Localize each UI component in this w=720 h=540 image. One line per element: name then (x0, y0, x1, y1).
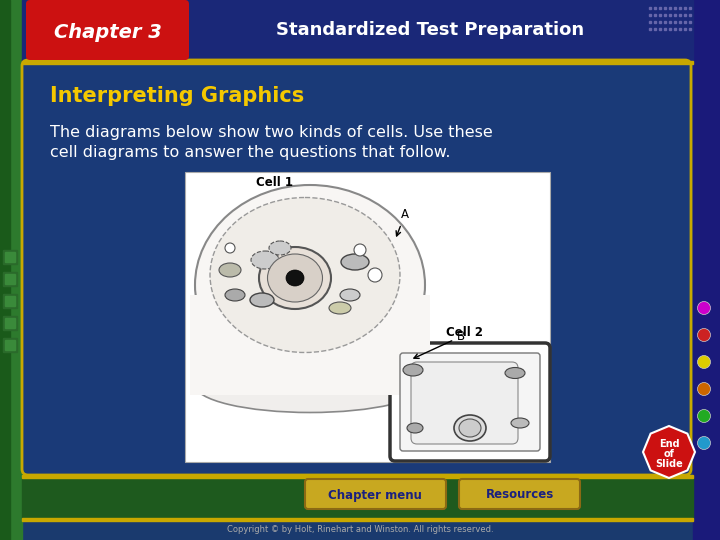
Bar (5, 252, 15, 262)
Text: of: of (664, 449, 675, 459)
Ellipse shape (210, 198, 400, 353)
Text: Standardized Test Preparation: Standardized Test Preparation (276, 21, 584, 39)
Text: Chapter menu: Chapter menu (328, 489, 422, 502)
Ellipse shape (403, 364, 423, 376)
Text: cell diagrams to answer the questions that follow.: cell diagrams to answer the questions th… (50, 145, 451, 160)
Bar (3, 272, 17, 286)
Bar (5, 318, 15, 328)
FancyBboxPatch shape (411, 362, 518, 444)
Ellipse shape (505, 368, 525, 379)
Polygon shape (643, 426, 695, 478)
Bar (185, 172, 550, 462)
Text: A: A (396, 208, 409, 236)
Ellipse shape (459, 419, 481, 437)
Circle shape (698, 409, 711, 422)
Text: Cell 1: Cell 1 (256, 176, 294, 188)
Circle shape (698, 436, 711, 449)
Circle shape (354, 244, 366, 256)
Ellipse shape (511, 418, 529, 428)
Text: Interpreting Graphics: Interpreting Graphics (50, 86, 305, 106)
Ellipse shape (341, 254, 369, 270)
FancyBboxPatch shape (305, 479, 446, 509)
Circle shape (225, 243, 235, 253)
Text: Slide: Slide (655, 459, 683, 469)
FancyBboxPatch shape (459, 479, 580, 509)
Bar (3, 338, 17, 352)
Bar (5, 296, 15, 306)
Circle shape (698, 301, 711, 314)
Bar (190, 295, 430, 395)
Bar (5, 274, 15, 284)
Ellipse shape (286, 270, 304, 286)
Bar (0, 0, 22, 540)
Bar (22, 0, 693, 62)
FancyBboxPatch shape (26, 0, 189, 60)
Ellipse shape (225, 289, 245, 301)
Ellipse shape (259, 247, 331, 309)
FancyBboxPatch shape (400, 353, 540, 451)
Ellipse shape (219, 263, 241, 277)
Ellipse shape (250, 293, 274, 307)
Ellipse shape (269, 241, 291, 255)
Text: Copyright © by Holt, Rinehart and Winston. All rights reserved.: Copyright © by Holt, Rinehart and Winsto… (227, 525, 493, 535)
Text: The diagrams below show two kinds of cells. Use these: The diagrams below show two kinds of cel… (50, 125, 492, 140)
FancyBboxPatch shape (22, 60, 691, 475)
Ellipse shape (407, 423, 423, 433)
Circle shape (698, 355, 711, 368)
Text: Resources: Resources (486, 489, 554, 502)
Bar (3, 294, 17, 308)
FancyBboxPatch shape (390, 343, 550, 461)
Text: Cell 2: Cell 2 (446, 327, 484, 340)
Bar (3, 316, 17, 330)
Bar (22, 61, 693, 64)
Bar (22, 475, 693, 478)
Ellipse shape (329, 302, 351, 314)
Circle shape (698, 382, 711, 395)
Bar (0, 0, 10, 540)
Bar (22, 518, 693, 521)
Circle shape (368, 268, 382, 282)
Bar (3, 250, 17, 264)
Ellipse shape (268, 254, 323, 302)
Ellipse shape (340, 289, 360, 301)
Ellipse shape (454, 415, 486, 441)
Circle shape (698, 328, 711, 341)
Bar (22, 477, 693, 519)
Ellipse shape (195, 185, 425, 385)
Ellipse shape (195, 357, 425, 413)
Text: B: B (414, 330, 465, 359)
Ellipse shape (251, 251, 279, 269)
Bar (5, 340, 15, 350)
Text: End: End (659, 439, 679, 449)
Text: Chapter 3: Chapter 3 (54, 23, 162, 42)
Bar (693, 0, 720, 540)
